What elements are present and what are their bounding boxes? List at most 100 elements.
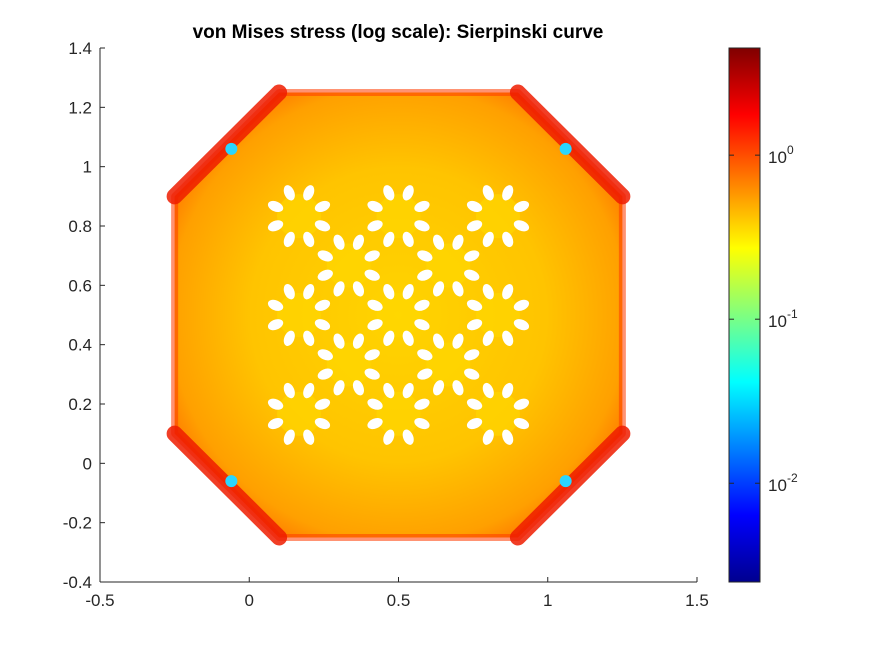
hole xyxy=(383,185,395,201)
hole xyxy=(402,231,414,248)
hole xyxy=(367,417,383,430)
hole xyxy=(452,281,464,297)
colorbar-tick-exponent: -2 xyxy=(787,471,798,485)
corner-low-stress xyxy=(559,475,572,488)
hole xyxy=(466,398,483,410)
hole xyxy=(303,284,315,300)
hole xyxy=(352,234,364,250)
y-tick-label: 1.4 xyxy=(68,39,92,58)
hole xyxy=(502,330,514,346)
hole xyxy=(513,220,530,232)
hole xyxy=(383,429,395,445)
hole xyxy=(417,250,433,262)
hole xyxy=(364,349,380,361)
cluster-center xyxy=(277,194,322,239)
cluster-center xyxy=(277,293,322,337)
hole xyxy=(433,234,445,250)
hole xyxy=(466,299,483,311)
colorbar-tick-label: 10 xyxy=(768,476,787,495)
hole xyxy=(482,284,494,300)
cluster-center xyxy=(326,243,371,288)
hole xyxy=(283,429,295,445)
hole xyxy=(364,269,380,281)
hole xyxy=(333,333,345,349)
colorbar-tick-exponent: 0 xyxy=(787,143,794,157)
hole xyxy=(414,200,430,213)
hole xyxy=(267,220,284,232)
hole xyxy=(314,417,331,430)
hole xyxy=(303,185,315,201)
hole xyxy=(367,200,383,213)
hole xyxy=(414,319,430,331)
y-axis-ticks: -0.4 -0.2 0 0.2 0.4 0.6 0.8 1 1.2 1.4 xyxy=(63,39,105,592)
hole xyxy=(383,330,395,346)
hole xyxy=(267,398,284,410)
hole xyxy=(364,368,380,380)
hole xyxy=(314,220,331,232)
hole xyxy=(464,368,480,380)
corner-high-stress xyxy=(166,425,288,546)
hole xyxy=(402,330,414,346)
hole xyxy=(464,349,480,361)
hole xyxy=(513,299,530,311)
hole xyxy=(333,281,345,297)
hole xyxy=(314,200,331,213)
cluster-center xyxy=(326,342,371,387)
hole xyxy=(367,319,383,331)
colorbar xyxy=(728,47,761,583)
hole xyxy=(466,417,483,430)
cluster-center xyxy=(475,293,520,337)
y-tick-label: 0.8 xyxy=(68,217,92,236)
hole xyxy=(502,231,514,248)
hole xyxy=(383,382,395,399)
corner-high-stress xyxy=(166,84,288,205)
hole xyxy=(283,382,295,399)
x-tick-label: -0.5 xyxy=(85,591,114,610)
hole xyxy=(466,220,483,232)
hole xyxy=(283,330,295,346)
hole xyxy=(502,185,514,201)
y-tick-label: 0.6 xyxy=(68,276,92,295)
hole xyxy=(402,382,414,399)
corner-low-stress xyxy=(559,142,572,155)
stress-field xyxy=(166,84,631,546)
hole xyxy=(317,349,333,361)
hole xyxy=(333,234,345,250)
corner-low-stress xyxy=(225,475,238,488)
cluster-center xyxy=(376,293,421,337)
y-tick-label: 0.2 xyxy=(68,395,92,414)
hole xyxy=(433,281,445,297)
hole xyxy=(482,382,494,399)
hole xyxy=(402,185,414,201)
colorbar-tick-label: 10 xyxy=(768,148,787,167)
hole xyxy=(414,299,430,311)
hole xyxy=(502,382,514,399)
hole xyxy=(283,284,295,300)
hole xyxy=(452,234,464,250)
hole xyxy=(367,220,383,232)
cluster-center xyxy=(426,342,471,387)
hole xyxy=(364,250,380,262)
colorbar-tick-label: 10 xyxy=(768,312,787,331)
hole xyxy=(417,368,433,380)
hole xyxy=(383,231,395,248)
hole xyxy=(314,319,331,331)
hole xyxy=(464,250,480,262)
hole xyxy=(402,429,414,445)
hole xyxy=(383,284,395,300)
hole xyxy=(402,284,414,300)
hole xyxy=(513,417,530,430)
hole xyxy=(513,319,530,331)
hole xyxy=(314,398,331,410)
hole xyxy=(267,417,284,430)
y-tick-label: -0.4 xyxy=(63,573,92,592)
hole xyxy=(303,330,315,346)
cluster-center xyxy=(277,391,322,436)
hole xyxy=(283,231,295,248)
hole xyxy=(333,380,345,396)
cluster-center xyxy=(475,194,520,239)
hole xyxy=(417,349,433,361)
hole xyxy=(466,200,483,213)
hole xyxy=(317,250,333,262)
